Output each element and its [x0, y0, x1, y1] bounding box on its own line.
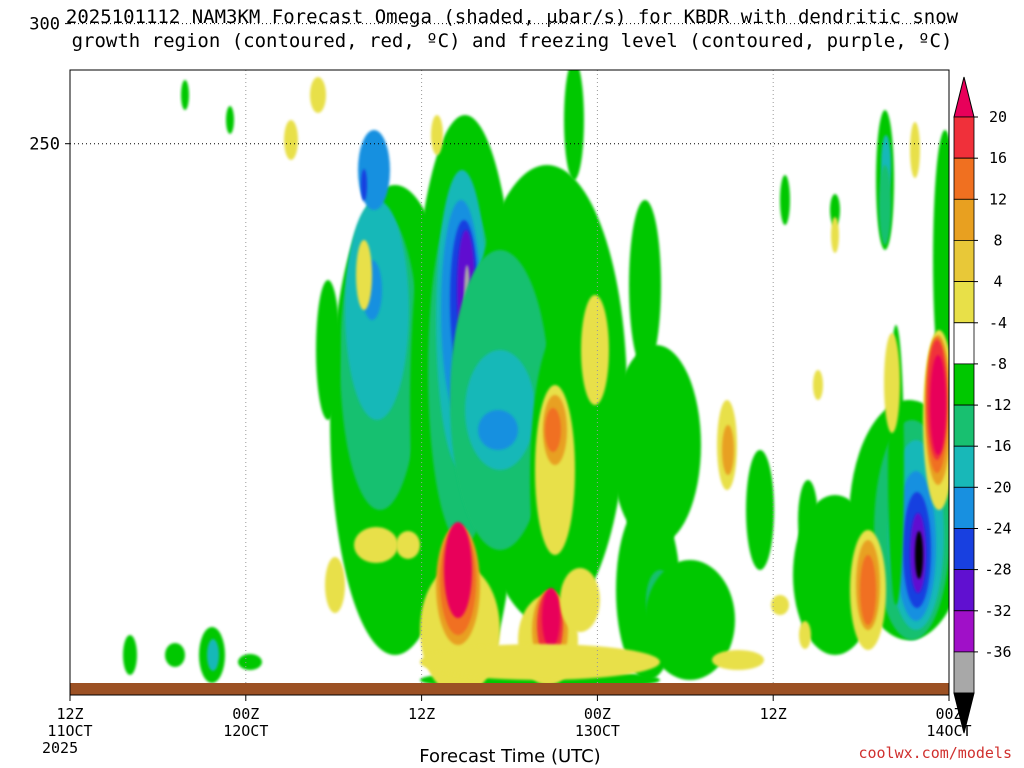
omega-blob: [560, 568, 600, 632]
omega-blob: [879, 165, 891, 245]
colorbar-label--36: -36: [984, 643, 1011, 661]
omega-blob: [910, 122, 920, 178]
omega-blob: [238, 654, 262, 670]
colorbar: 20 16 12 8 4 -4 -8 -12 -16 -20 -24 -28 -32 -36: [953, 76, 1012, 734]
x-tick-time-48: 12Z: [760, 705, 787, 723]
colorbar-swatch-11: [953, 528, 975, 570]
colorbar-swatch-5: [953, 281, 975, 324]
omega-blob: [799, 621, 811, 649]
colorbar-swatch-10: [953, 486, 975, 529]
x-tick-date-36: 13OCT: [575, 722, 620, 740]
colorbar-label--4: -4: [989, 314, 1007, 332]
colorbar-swatch-14: [953, 651, 975, 694]
colorbar-label-8: 8: [993, 231, 1002, 249]
colorbar-label--20: -20: [984, 478, 1011, 496]
chart-title-line1: 2025101112 NAM3KM Forecast Omega (shaded…: [65, 6, 959, 28]
colorbar-label--28: -28: [984, 561, 1011, 579]
colorbar-label-4: 4: [993, 273, 1002, 291]
y-tick-label-300: 300: [29, 15, 60, 35]
omega-blob: [712, 650, 764, 670]
colorbar-swatch-4: [953, 239, 975, 282]
omega-blob: [431, 115, 443, 155]
colorbar-swatch-3: [953, 198, 975, 241]
omega-blob: [542, 588, 560, 648]
year-label: 2025: [42, 739, 79, 757]
colorbar-swatch-top: [953, 76, 975, 118]
omega-blob: [361, 169, 367, 201]
x-axis-title: Forecast Time (UTC): [419, 746, 601, 767]
colorbar-swatch-8: [953, 404, 975, 447]
colorbar-swatch-6: [953, 322, 975, 365]
omega-blob: [722, 425, 734, 475]
x-tick-date-12: 12OCT: [223, 722, 268, 740]
omega-blob: [915, 531, 923, 579]
omega-blob: [831, 217, 839, 253]
colorbar-label--8: -8: [989, 355, 1007, 373]
omega-blob: [645, 560, 735, 680]
omega-blob: [356, 240, 372, 310]
colorbar-swatch-12: [953, 569, 975, 612]
colorbar-swatch-13: [953, 610, 975, 653]
omega-blob: [884, 333, 900, 433]
colorbar-swatch-1: [953, 116, 975, 159]
omega-blob: [420, 644, 660, 680]
credit-link[interactable]: coolwx.com/models: [858, 744, 1012, 762]
omega-blob: [310, 77, 326, 113]
omega-blob: [354, 527, 398, 563]
omega-blob: [564, 70, 584, 180]
omega-blob: [930, 355, 946, 455]
omega-blob: [629, 200, 661, 370]
omega-blob: [123, 635, 137, 675]
omega-blob: [207, 639, 219, 671]
omega-blob: [226, 106, 234, 134]
terrain-ground: [70, 683, 949, 695]
omega-blob: [581, 295, 609, 405]
colorbar-swatch-7: [953, 363, 975, 406]
omega-shading: [123, 70, 949, 695]
omega-blob: [325, 557, 345, 613]
y-tick-label-250: 250: [29, 135, 60, 155]
y-axis: 2503003504004505005506006507007508008509…: [29, 15, 70, 155]
omega-blob: [798, 480, 818, 560]
omega-blob: [813, 370, 823, 400]
colorbar-label-16: 16: [989, 149, 1007, 167]
chart-title-line2: growth region (contoured, red, ºC) and f…: [71, 30, 953, 52]
x-tick-time-60: 00Z: [935, 705, 962, 723]
colorbar-swatch-9: [953, 445, 975, 488]
colorbar-label--24: -24: [984, 520, 1011, 538]
omega-blob: [860, 555, 876, 625]
omega-blob: [316, 280, 340, 420]
colorbar-label--16: -16: [984, 437, 1011, 455]
omega-blob: [478, 410, 518, 450]
x-tick-date-0: 11OCT: [47, 722, 92, 740]
colorbar-label-12: 12: [989, 190, 1007, 208]
omega-blob: [444, 522, 472, 618]
omega-blob: [284, 120, 298, 160]
colorbar-label-20: 20: [989, 108, 1007, 126]
omega-blob: [611, 345, 701, 545]
colorbar-label--32: -32: [984, 602, 1011, 620]
omega-blob: [780, 175, 790, 225]
x-tick-time-0: 12Z: [56, 705, 83, 723]
plot-frame: [69, 69, 950, 696]
omega-blob: [165, 643, 185, 667]
colorbar-swatch-bottom: [953, 692, 975, 734]
omega-blob: [830, 194, 840, 226]
omega-blob: [939, 180, 949, 280]
colorbar-swatch-2: [953, 157, 975, 200]
omega-blob: [771, 595, 789, 615]
omega-blob: [181, 80, 189, 110]
omega-blob: [465, 350, 535, 470]
omega-blob: [545, 408, 561, 452]
omega-blob: [746, 450, 774, 570]
x-tick-time-12: 00Z: [232, 705, 259, 723]
x-tick-time-36: 00Z: [584, 705, 611, 723]
x-tick-time-24: 12Z: [408, 705, 435, 723]
x-tick-date-60: 14OCT: [926, 722, 971, 740]
colorbar-label--12: -12: [984, 396, 1011, 414]
omega-blob: [396, 531, 420, 559]
